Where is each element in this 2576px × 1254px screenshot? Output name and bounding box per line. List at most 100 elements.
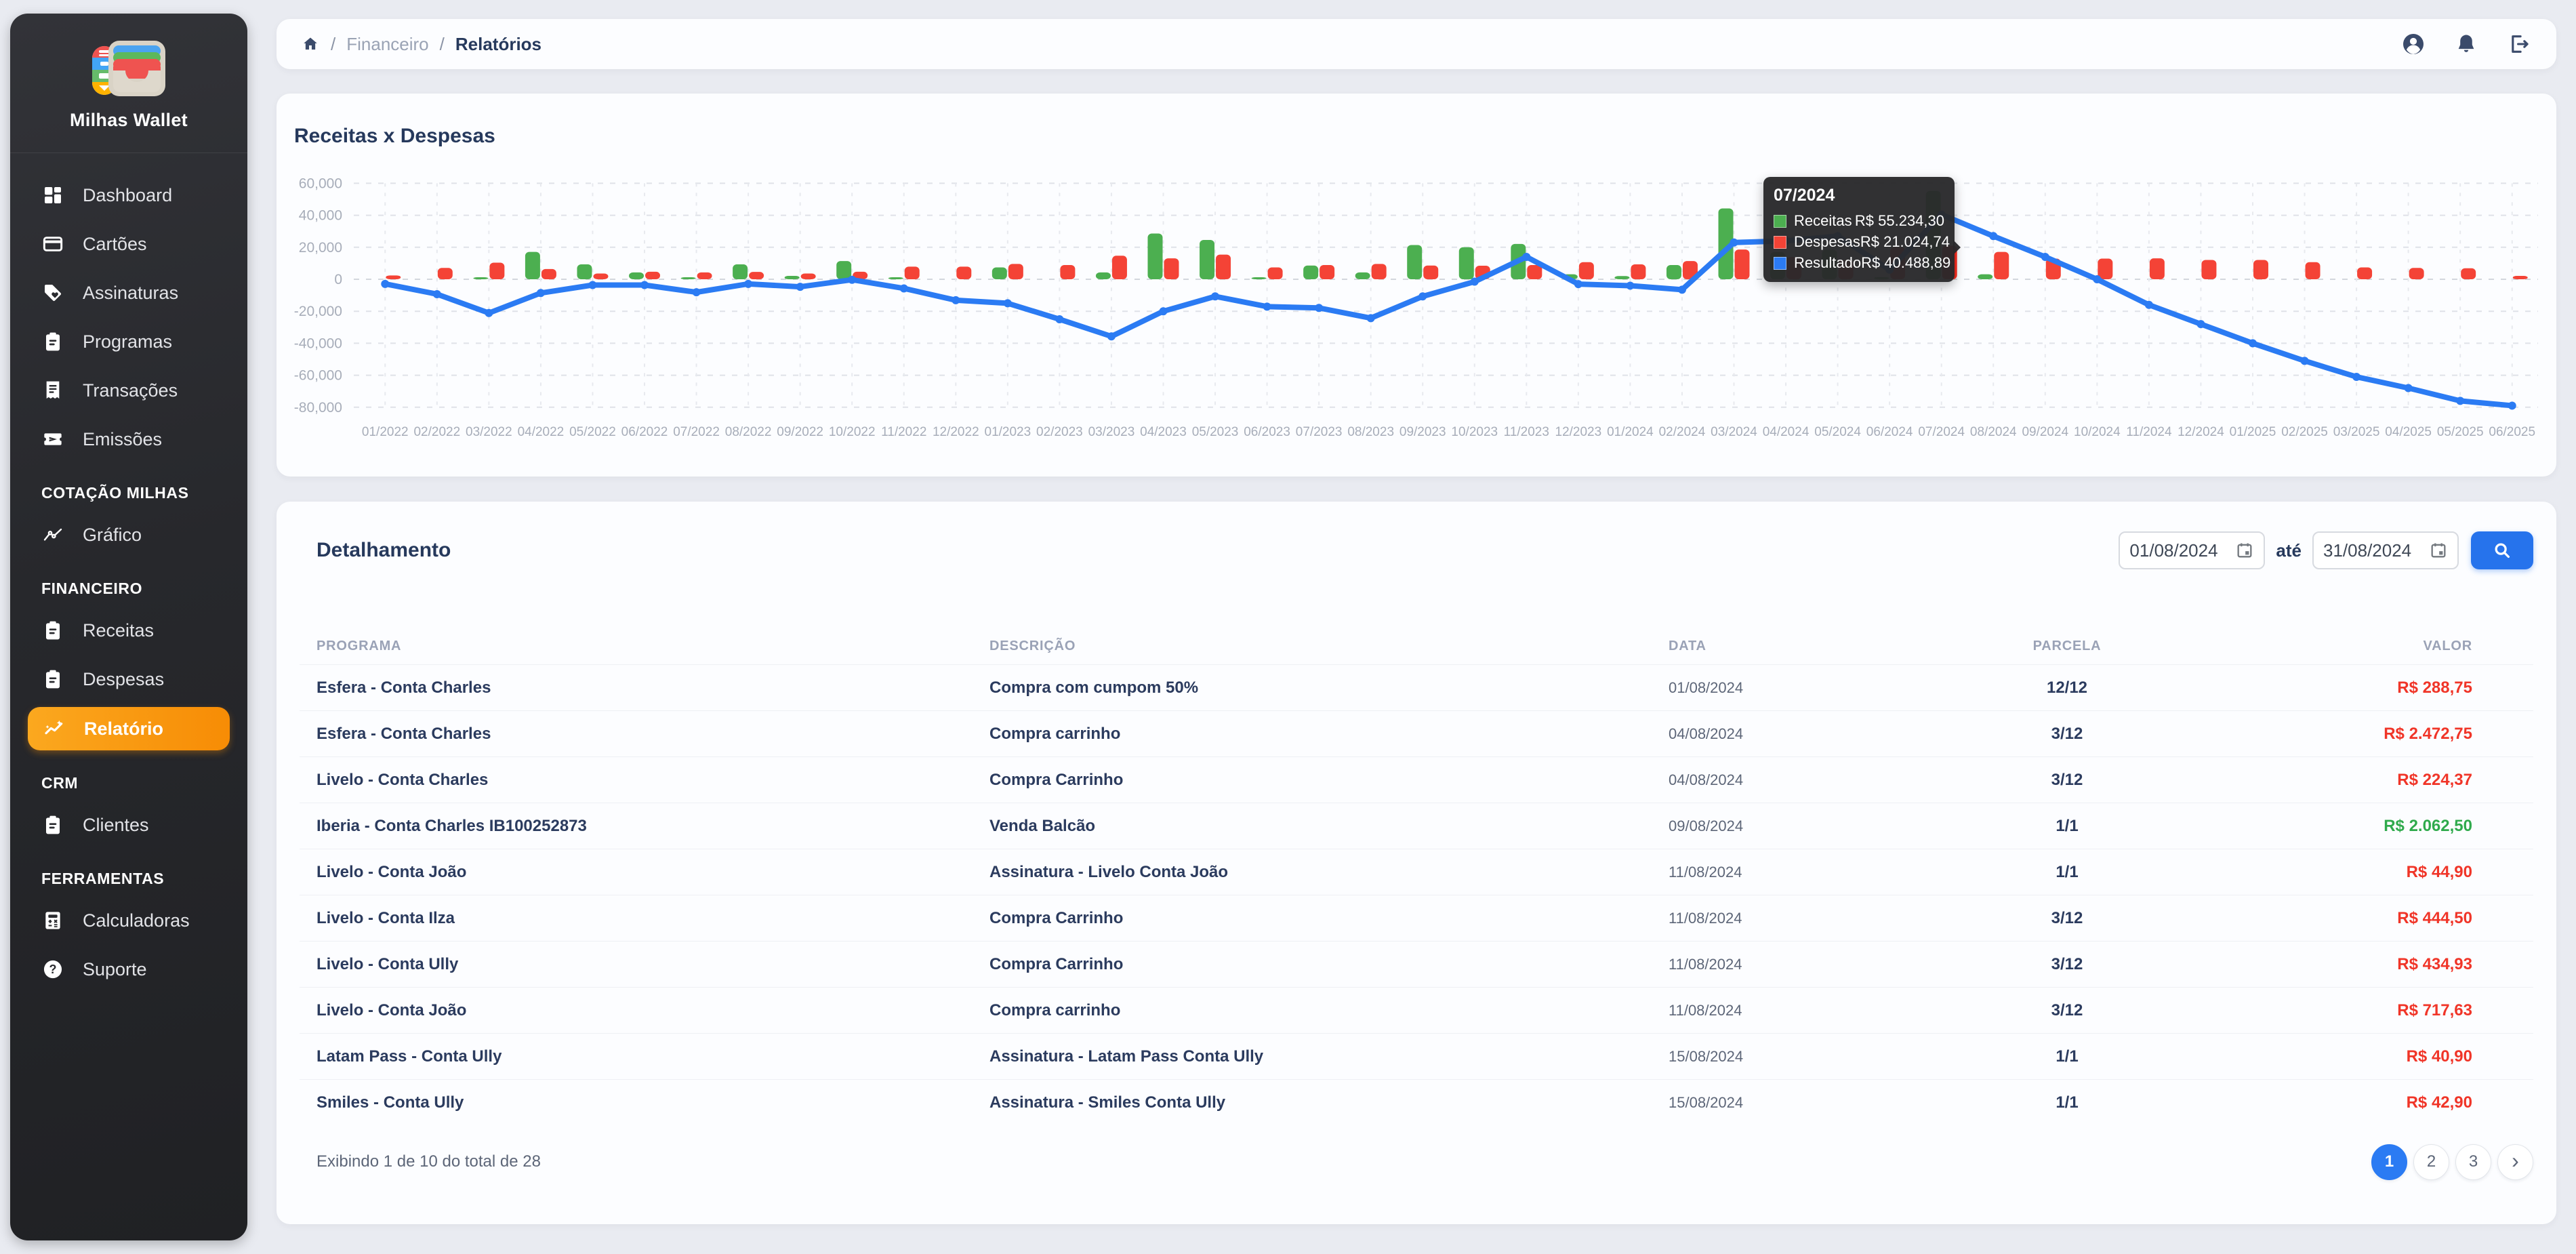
calendar-icon[interactable]	[2235, 541, 2254, 560]
sidebar-item-cartoes[interactable]: Cartões	[10, 220, 247, 268]
table-row: Latam Pass - Conta Ully Assinatura - Lata…	[300, 1033, 2533, 1079]
sidebar-item-suporte[interactable]: ? Suporte	[10, 945, 247, 994]
svg-text:11/2024: 11/2024	[2126, 425, 2172, 439]
chart-canvas[interactable]: 60,000 40,000 20,000 0 -20,000 -40,000 -60,000…	[277, 94, 2556, 477]
sidebar-item-calculadoras[interactable]: Calculadoras	[10, 896, 247, 945]
table-row: Livelo - Conta Ully Compra Carrinho 11/08/…	[300, 941, 2533, 987]
page-button-1[interactable]: 1	[2371, 1144, 2407, 1180]
cell-programa: Smiles - Conta Ully	[316, 1093, 464, 1112]
cell-valor: R$ 42,90	[2406, 1093, 2472, 1112]
cell-parcela: 3/12	[2051, 908, 2083, 927]
cell-data: 15/08/2024	[1669, 1093, 1744, 1111]
svg-text:02/2024: 02/2024	[1659, 425, 1706, 439]
svg-text:-40,000: -40,000	[294, 336, 342, 351]
ticket-plane-icon	[41, 428, 64, 451]
cell-valor: R$ 444,50	[2397, 908, 2472, 927]
sidebar-item-label: Transações	[83, 380, 178, 401]
sidebar-item-dashboard[interactable]: Dashboard	[10, 171, 247, 220]
svg-text:06/2024: 06/2024	[1866, 425, 1913, 439]
sidebar-item-label: Programas	[83, 331, 173, 352]
svg-text:09/2023: 09/2023	[1399, 425, 1446, 439]
detail-card: Detalhamento até	[277, 502, 2556, 1224]
svg-text:60,000: 60,000	[299, 176, 342, 191]
next-page-button[interactable]: ›	[2497, 1144, 2533, 1180]
sparkline-icon	[43, 717, 66, 740]
column-header-descricao: DESCRIÇÃO	[989, 638, 1076, 653]
svg-text:02/2022: 02/2022	[413, 425, 460, 439]
date-to-input[interactable]	[2323, 540, 2425, 561]
table-row: Iberia - Conta Charles IB100252873 Venda …	[300, 803, 2533, 849]
sidebar-item-emissoes[interactable]: Emissões	[10, 415, 247, 464]
table-row: Esfera - Conta Charles Compra com cumpom …	[300, 664, 2533, 710]
tooltip-row: Despesas R$ 21.024,74	[1774, 233, 1950, 251]
breadcrumb: / Financeiro / Relatórios	[301, 34, 541, 55]
table-row: Livelo - Conta Charles Compra Carrinho 04/…	[300, 756, 2533, 803]
tooltip-series-name: Receitas	[1794, 212, 1852, 229]
date-from-field[interactable]	[2119, 531, 2266, 569]
tooltip-series-value: R$ 55.234,30	[1854, 212, 1944, 229]
table-body: Esfera - Conta Charles Compra com cumpom …	[300, 664, 2533, 1125]
date-to-field[interactable]	[2312, 531, 2459, 569]
sidebar-item-grafico[interactable]: Gráfico	[10, 510, 247, 559]
cell-valor: R$ 717,63	[2397, 1000, 2472, 1019]
sidebar-item-receitas[interactable]: Receitas	[10, 606, 247, 655]
table-row: Smiles - Conta Ully Assinatura - Smiles C…	[300, 1079, 2533, 1125]
svg-text:05/2025: 05/2025	[2437, 425, 2484, 439]
svg-text:-60,000: -60,000	[294, 368, 342, 384]
sidebar-item-despesas[interactable]: Despesas	[10, 655, 247, 704]
svg-text:11/2023: 11/2023	[1504, 425, 1549, 439]
svg-text:04/2023: 04/2023	[1140, 425, 1187, 439]
topbar-actions	[2400, 31, 2532, 57]
sidebar-item-relatorio[interactable]: Relatório	[28, 707, 230, 750]
breadcrumb-parent-link[interactable]: Financeiro	[346, 33, 429, 54]
cell-data: 01/08/2024	[1669, 679, 1744, 696]
sidebar-item-label: Clientes	[83, 814, 149, 835]
cell-parcela: 1/1	[2056, 1093, 2079, 1112]
search-button[interactable]	[2471, 531, 2533, 569]
table-row: Livelo - Conta Ilza Compra Carrinho 11/08/…	[300, 895, 2533, 941]
cell-descricao: Compra Carrinho	[989, 954, 1124, 973]
results-count: Exibindo 1 de 10 do total de 28	[316, 1152, 541, 1171]
svg-text:05/2023: 05/2023	[1192, 425, 1239, 439]
cell-programa: Livelo - Conta João	[316, 862, 467, 881]
column-header-valor: VALOR	[2423, 638, 2472, 653]
page-button-3[interactable]: 3	[2455, 1144, 2491, 1180]
tooltip-row: Resultado R$ 40.488,89	[1774, 254, 1950, 272]
cell-programa: Livelo - Conta Ilza	[316, 908, 455, 927]
sidebar-item-transacoes[interactable]: Transações	[10, 366, 247, 415]
column-header-data: DATA	[1669, 638, 1706, 653]
bell-icon[interactable]	[2453, 31, 2479, 57]
cell-parcela: 3/12	[2051, 724, 2083, 743]
user-icon[interactable]	[2400, 31, 2426, 57]
table-row: Livelo - Conta João Compra carrinho 11/08/…	[300, 987, 2533, 1033]
sidebar-item-label: Dashboard	[83, 184, 173, 205]
calendar-icon[interactable]	[2429, 541, 2448, 560]
sidebar-item-label: Suporte	[83, 958, 147, 979]
tooltip-series-value: R$ 21.024,74	[1860, 233, 1950, 250]
cell-programa: Esfera - Conta Charles	[316, 724, 491, 743]
logout-icon[interactable]	[2506, 31, 2532, 57]
svg-text:06/2023: 06/2023	[1244, 425, 1290, 439]
sidebar: Milhas Wallet Dashboard Cartões Assinatura…	[10, 14, 247, 1240]
svg-text:03/2025: 03/2025	[2333, 425, 2380, 439]
svg-text:01/2024: 01/2024	[1607, 425, 1654, 439]
table-row: Esfera - Conta Charles Compra carrinho 04/…	[300, 710, 2533, 756]
sidebar-item-clientes[interactable]: Clientes	[10, 801, 247, 849]
svg-text:0: 0	[334, 272, 342, 287]
cell-descricao: Compra Carrinho	[989, 908, 1124, 927]
svg-text:04/2024: 04/2024	[1763, 425, 1810, 439]
cell-valor: R$ 224,37	[2397, 770, 2472, 789]
svg-text:04/2022: 04/2022	[518, 425, 565, 439]
date-from-input[interactable]	[2129, 540, 2232, 561]
page-button-2[interactable]: 2	[2413, 1144, 2449, 1180]
sidebar-item-assinaturas[interactable]: Assinaturas	[10, 268, 247, 317]
home-icon[interactable]	[301, 35, 320, 54]
legend-swatch-icon	[1774, 256, 1786, 270]
cell-programa: Esfera - Conta Charles	[316, 678, 491, 697]
svg-text:12/2024: 12/2024	[2178, 425, 2224, 439]
table-row: Livelo - Conta João Assinatura - Livelo C…	[300, 849, 2533, 895]
sidebar-item-programas[interactable]: Programas	[10, 317, 247, 366]
svg-text:11/2022: 11/2022	[881, 425, 926, 439]
help-icon: ?	[41, 958, 64, 981]
svg-text:06/2022: 06/2022	[621, 425, 668, 439]
